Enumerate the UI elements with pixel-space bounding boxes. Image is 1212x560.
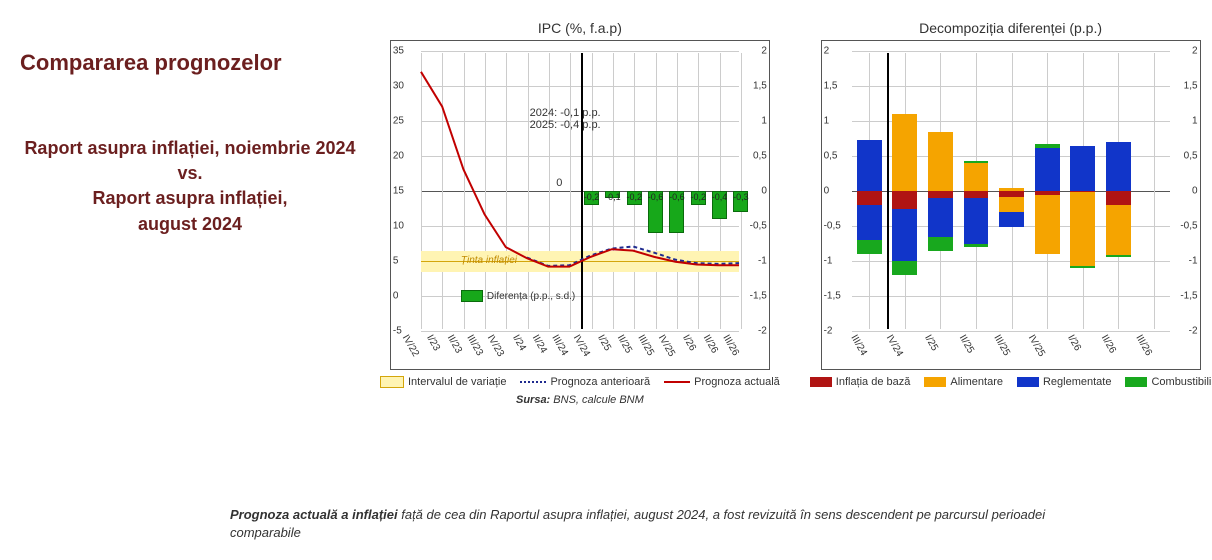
chart-decomp: Decompoziția diferenței (p.p.) -2-2-1,5-… — [810, 20, 1212, 406]
charts-row: IPC (%, f.a.p) -505101520253035-2-1,5-1-… — [380, 20, 1211, 406]
chart-title-decomp: Decompoziția diferenței (p.p.) — [919, 20, 1102, 36]
plot-area-decomp: -2-2-1,5-1,5-1-1-0,5-0,5000,50,5111,51,5… — [821, 40, 1201, 370]
footnote: Prognoza actuală a inflației față de cea… — [230, 506, 1112, 542]
page-title: Compararea prognozelor — [20, 50, 360, 76]
subtitle: Raport asupra inflației, noiembrie 2024 … — [20, 136, 360, 237]
slide: Compararea prognozelor Raport asupra inf… — [0, 0, 1212, 560]
left-text-block: Compararea prognozelor Raport asupra inf… — [20, 50, 360, 237]
chart-ipc: IPC (%, f.a.p) -505101520253035-2-1,5-1-… — [380, 20, 780, 406]
legend-decomp: Inflația de bazăAlimentareReglementateCo… — [810, 376, 1212, 388]
chart-title-ipc: IPC (%, f.a.p) — [538, 20, 622, 36]
plot-area-ipc: -505101520253035-2-1,5-1-0,500,511,520IV… — [390, 40, 770, 370]
legend-ipc: Intervalul de variațiePrognoza anterioar… — [380, 376, 780, 388]
source-note: Sursa: BNS, calcule BNM — [516, 394, 644, 406]
